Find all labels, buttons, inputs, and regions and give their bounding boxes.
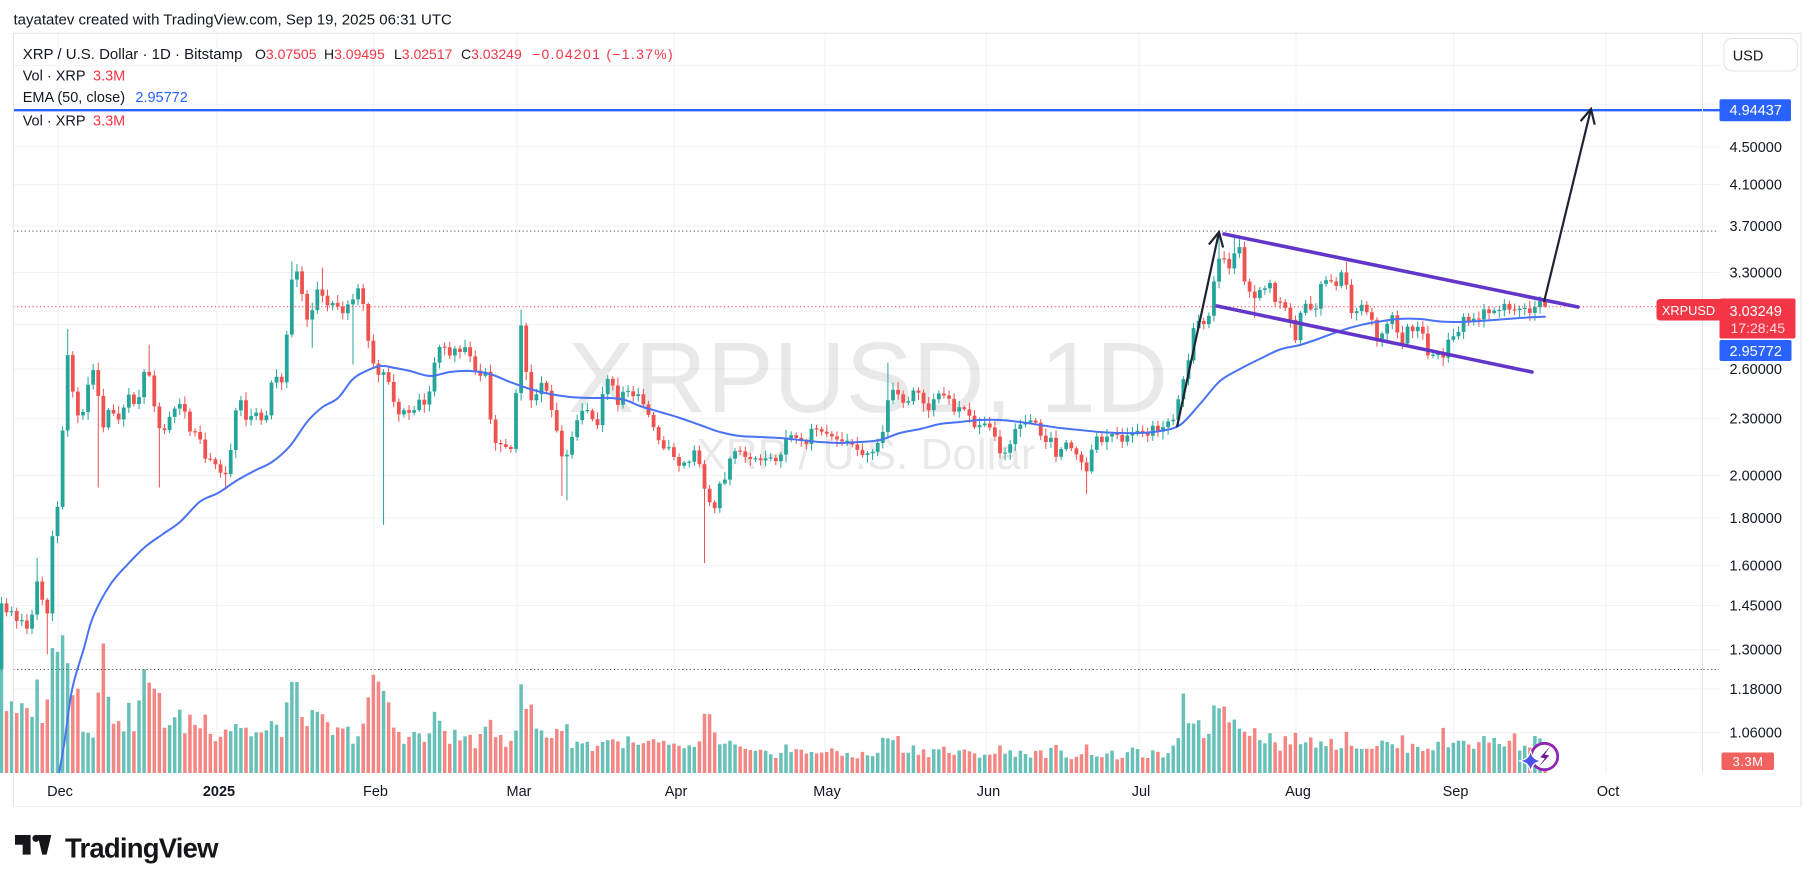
svg-text:4.94437: 4.94437 <box>1730 103 1782 119</box>
svg-text:3.70000: 3.70000 <box>1730 219 1782 235</box>
svg-text:3.30000: 3.30000 <box>1730 266 1782 282</box>
svg-text:17:28:45: 17:28:45 <box>1731 320 1786 336</box>
svg-text:−0.04201 (−1.37%): −0.04201 (−1.37%) <box>532 46 674 62</box>
svg-text:TradingView: TradingView <box>65 833 219 864</box>
svg-text:2025: 2025 <box>203 784 235 800</box>
svg-text:1.30000: 1.30000 <box>1730 643 1782 659</box>
svg-text:3.3M: 3.3M <box>93 114 125 130</box>
svg-text:Sep: Sep <box>1443 784 1469 800</box>
svg-text:Vol · XRP: Vol · XRP <box>23 114 86 130</box>
svg-text:2.60000: 2.60000 <box>1730 362 1782 378</box>
svg-text:2.95772: 2.95772 <box>1730 344 1782 360</box>
svg-text:4.50000: 4.50000 <box>1730 140 1782 156</box>
svg-text:XRPUSD, 1D: XRPUSD, 1D <box>568 322 1168 434</box>
svg-text:1.80000: 1.80000 <box>1730 511 1782 527</box>
svg-text:C3.03249: C3.03249 <box>461 46 522 62</box>
svg-text:Jul: Jul <box>1132 784 1151 800</box>
svg-text:Mar: Mar <box>507 784 532 800</box>
svg-text:Jun: Jun <box>977 784 1000 800</box>
svg-text:1.06000: 1.06000 <box>1730 725 1782 741</box>
svg-text:1.18000: 1.18000 <box>1730 682 1782 698</box>
svg-text:O3.07505: O3.07505 <box>255 46 317 62</box>
svg-text:May: May <box>813 784 841 800</box>
svg-text:2.00000: 2.00000 <box>1730 468 1782 484</box>
svg-text:L3.02517: L3.02517 <box>394 46 453 62</box>
svg-text:4.10000: 4.10000 <box>1730 178 1782 194</box>
svg-text:3.3M: 3.3M <box>1733 754 1764 769</box>
svg-text:Oct: Oct <box>1597 784 1620 800</box>
svg-text:H3.09495: H3.09495 <box>324 46 385 62</box>
svg-text:XRPUSD: XRPUSD <box>1662 303 1715 318</box>
svg-text:USD: USD <box>1733 49 1764 65</box>
svg-text:2.95772: 2.95772 <box>135 90 187 106</box>
svg-text:2.30000: 2.30000 <box>1730 412 1782 428</box>
svg-text:Aug: Aug <box>1285 784 1311 800</box>
svg-text:tayatatev created with Trading: tayatatev created with TradingView.com, … <box>14 12 452 29</box>
svg-text:Vol · XRP: Vol · XRP <box>23 69 86 85</box>
svg-text:Feb: Feb <box>363 784 388 800</box>
svg-text:3.3M: 3.3M <box>93 69 125 85</box>
svg-text:3.03249: 3.03249 <box>1730 304 1782 320</box>
svg-text:XRP / U.S. Dollar · 1D · Bitst: XRP / U.S. Dollar · 1D · Bitstamp <box>23 46 243 63</box>
svg-text:Dec: Dec <box>47 784 73 800</box>
svg-text:EMA (50, close): EMA (50, close) <box>23 90 125 106</box>
svg-text:Apr: Apr <box>665 784 688 800</box>
svg-text:1.45000: 1.45000 <box>1730 599 1782 615</box>
svg-text:1.60000: 1.60000 <box>1730 559 1782 575</box>
